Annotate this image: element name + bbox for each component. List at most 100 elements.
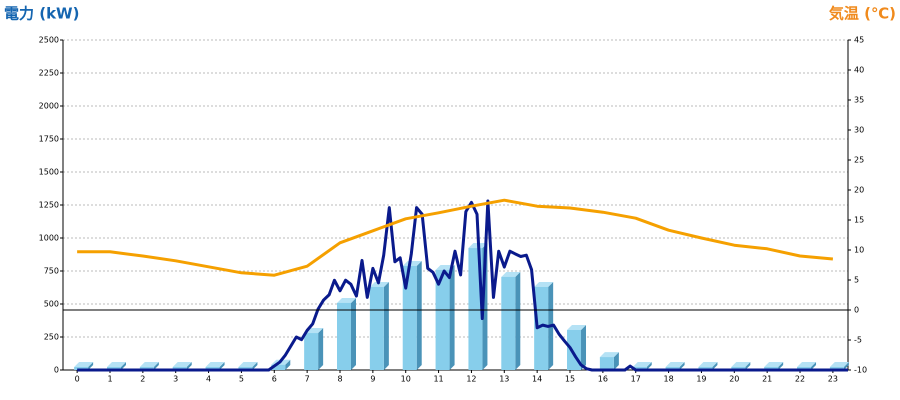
bar bbox=[501, 276, 516, 370]
y-tick-label: 1500 bbox=[39, 168, 59, 177]
bar-side bbox=[285, 359, 291, 370]
x-tick-label: 0 bbox=[75, 375, 80, 384]
x-tick-label: 7 bbox=[305, 375, 310, 384]
y2-tick-label: 35 bbox=[854, 96, 864, 105]
y2-tick-label: 45 bbox=[854, 36, 864, 45]
bar-side bbox=[679, 362, 685, 370]
x-tick-label: 21 bbox=[762, 375, 772, 384]
bar-top bbox=[369, 281, 389, 287]
bar bbox=[435, 269, 450, 370]
bar-group bbox=[599, 352, 619, 370]
bar-side bbox=[449, 264, 455, 370]
bar bbox=[599, 357, 614, 370]
y2-tick-label: 5 bbox=[854, 276, 859, 285]
bar-side bbox=[318, 328, 324, 370]
y-tick-label: 500 bbox=[44, 300, 59, 309]
bar-group bbox=[337, 297, 357, 370]
bar-side bbox=[88, 362, 94, 370]
x-tick-label: 2 bbox=[140, 375, 145, 384]
bar-side bbox=[186, 362, 192, 370]
bar-side bbox=[120, 362, 126, 370]
bar-top bbox=[764, 362, 784, 367]
y-tick-label: 1250 bbox=[39, 201, 59, 210]
bar-top bbox=[534, 281, 554, 287]
bar-side bbox=[416, 260, 422, 370]
bar-top bbox=[797, 362, 817, 367]
bar-side bbox=[219, 362, 225, 370]
x-tick-label: 14 bbox=[532, 375, 542, 384]
bar-top bbox=[599, 352, 619, 358]
x-tick-label: 19 bbox=[696, 375, 706, 384]
x-tick-label: 12 bbox=[466, 375, 476, 384]
x-tick-label: 5 bbox=[239, 375, 244, 384]
x-tick-label: 9 bbox=[370, 375, 375, 384]
x-tick-label: 18 bbox=[663, 375, 673, 384]
bar-side bbox=[843, 362, 849, 370]
bar-top bbox=[632, 362, 652, 367]
bar-top bbox=[501, 271, 521, 277]
bar-group bbox=[304, 328, 324, 370]
bar bbox=[271, 364, 286, 370]
bar-top bbox=[106, 362, 126, 367]
y-tick-label: 1750 bbox=[39, 135, 59, 144]
bar-side bbox=[811, 362, 817, 370]
x-tick-label: 11 bbox=[433, 375, 443, 384]
x-tick-label: 6 bbox=[272, 375, 277, 384]
x-tick-label: 20 bbox=[729, 375, 739, 384]
bar-side bbox=[153, 362, 159, 370]
y-tick-label: 2250 bbox=[39, 69, 59, 78]
x-tick-label: 15 bbox=[565, 375, 575, 384]
bar-side bbox=[646, 362, 652, 370]
y2-tick-label: 15 bbox=[854, 216, 864, 225]
bar-side bbox=[712, 362, 718, 370]
y2-tick-label: -10 bbox=[854, 366, 867, 375]
y-tick-label: 750 bbox=[44, 267, 59, 276]
bar bbox=[402, 265, 417, 370]
bar-top bbox=[337, 297, 357, 303]
bar bbox=[304, 333, 319, 370]
bar bbox=[369, 286, 384, 370]
bar-side bbox=[778, 362, 784, 370]
bar-side bbox=[515, 271, 521, 370]
x-tick-label: 4 bbox=[206, 375, 211, 384]
y-tick-label: 2500 bbox=[39, 36, 59, 45]
y-tick-label: 1000 bbox=[39, 234, 59, 243]
x-tick-label: 23 bbox=[828, 375, 838, 384]
x-tick-label: 3 bbox=[173, 375, 178, 384]
bar-side bbox=[581, 325, 587, 370]
bar-group bbox=[402, 260, 422, 370]
y-axis-title: 電力 (kW) bbox=[4, 5, 79, 23]
x-tick-label: 13 bbox=[499, 375, 509, 384]
x-tick-label: 1 bbox=[107, 375, 112, 384]
bar-side bbox=[351, 297, 357, 370]
bar-top bbox=[698, 362, 718, 367]
y-tick-label: 2000 bbox=[39, 102, 59, 111]
x-tick-label: 16 bbox=[598, 375, 608, 384]
bar-top bbox=[74, 362, 94, 367]
y-tick-label: 0 bbox=[54, 366, 59, 375]
bar-side bbox=[252, 362, 258, 370]
bar-group bbox=[501, 271, 521, 370]
bar-side bbox=[613, 352, 619, 370]
y2-tick-label: 25 bbox=[854, 156, 864, 165]
y2-tick-label: 0 bbox=[854, 306, 859, 315]
bar bbox=[337, 302, 352, 370]
y2-tick-label: -5 bbox=[854, 336, 862, 345]
x-tick-label: 8 bbox=[337, 375, 342, 384]
bar-top bbox=[665, 362, 685, 367]
bar-top bbox=[567, 325, 587, 331]
x-tick-label: 17 bbox=[631, 375, 641, 384]
bar-side bbox=[745, 362, 751, 370]
bar-top bbox=[731, 362, 751, 367]
y2-tick-label: 10 bbox=[854, 246, 864, 255]
bar-top bbox=[238, 362, 258, 367]
y2-tick-label: 20 bbox=[854, 186, 864, 195]
bar-top bbox=[205, 362, 225, 367]
bar-side bbox=[383, 281, 389, 370]
x-tick-label: 22 bbox=[795, 375, 805, 384]
bar-top bbox=[402, 260, 422, 266]
bar-top bbox=[172, 362, 192, 367]
y2-tick-label: 40 bbox=[854, 66, 864, 75]
bar-top bbox=[139, 362, 159, 367]
